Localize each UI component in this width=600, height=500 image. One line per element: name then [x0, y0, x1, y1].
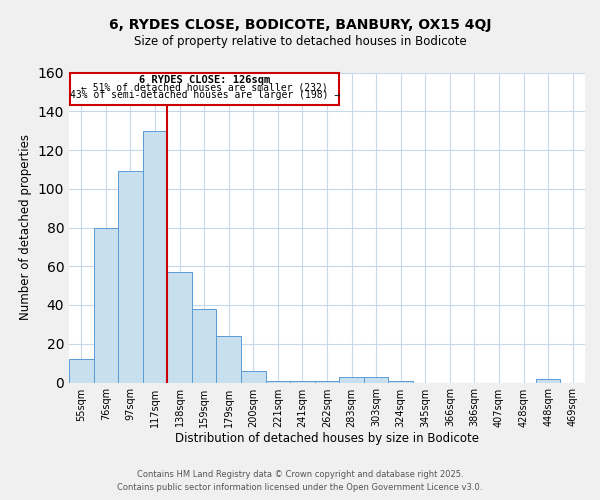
Bar — [143, 130, 167, 382]
Bar — [266, 380, 290, 382]
Bar — [192, 309, 217, 382]
Bar — [290, 380, 315, 382]
Bar — [217, 336, 241, 382]
Y-axis label: Number of detached properties: Number of detached properties — [19, 134, 32, 320]
Text: Size of property relative to detached houses in Bodicote: Size of property relative to detached ho… — [134, 35, 466, 48]
X-axis label: Distribution of detached houses by size in Bodicote: Distribution of detached houses by size … — [175, 432, 479, 446]
Bar — [70, 72, 339, 106]
Bar — [315, 380, 339, 382]
Bar — [94, 228, 118, 382]
Text: Contains public sector information licensed under the Open Government Licence v3: Contains public sector information licen… — [118, 483, 482, 492]
Text: 6, RYDES CLOSE, BODICOTE, BANBURY, OX15 4QJ: 6, RYDES CLOSE, BODICOTE, BANBURY, OX15 … — [109, 18, 491, 32]
Text: 43% of semi-detached houses are larger (198) →: 43% of semi-detached houses are larger (… — [70, 90, 340, 100]
Bar — [118, 172, 143, 382]
Bar — [167, 272, 192, 382]
Bar — [69, 359, 94, 382]
Bar — [241, 371, 266, 382]
Text: ← 51% of detached houses are smaller (232): ← 51% of detached houses are smaller (23… — [82, 82, 328, 92]
Bar — [339, 376, 364, 382]
Bar — [364, 376, 388, 382]
Bar — [388, 380, 413, 382]
Bar — [536, 378, 560, 382]
Text: 6 RYDES CLOSE: 126sqm: 6 RYDES CLOSE: 126sqm — [139, 76, 271, 86]
Text: Contains HM Land Registry data © Crown copyright and database right 2025.: Contains HM Land Registry data © Crown c… — [137, 470, 463, 479]
